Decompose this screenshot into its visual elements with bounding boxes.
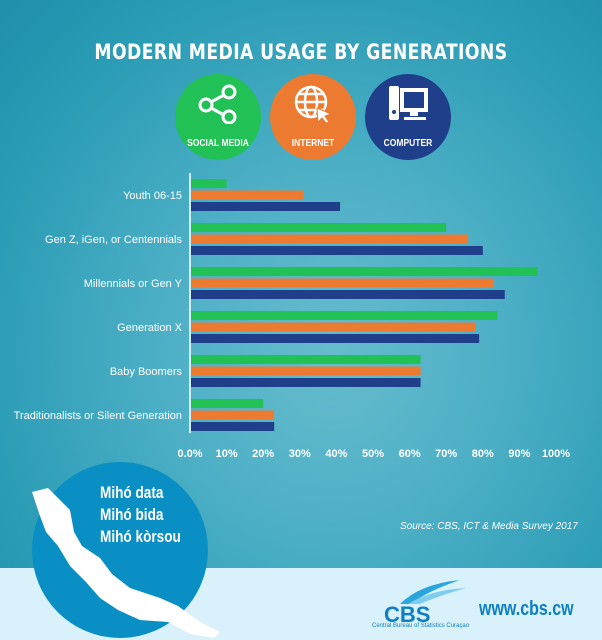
slogan-line: Mihó data — [100, 483, 164, 502]
x-tick-label: 30% — [289, 448, 311, 460]
bar-internet — [191, 190, 304, 200]
bar-social-media — [191, 223, 447, 232]
computer-icon — [389, 86, 428, 120]
bar-social-media — [191, 399, 264, 408]
slogan-line: Mihó bida — [100, 505, 164, 524]
slogan: Mihó data Mihó bida Mihó kòrsou — [100, 482, 181, 548]
legend-label: COMPUTER — [383, 138, 433, 149]
page-title: MODERN MEDIA USAGE BY GENERATIONS — [94, 40, 508, 64]
bar-internet — [191, 234, 469, 244]
bar-internet — [191, 322, 476, 332]
bar-computer — [191, 202, 341, 211]
legend-label: SOCIAL MEDIA — [187, 138, 249, 149]
curacao-island-logo — [32, 462, 220, 638]
bar-social-media — [191, 311, 498, 320]
bar-social-media — [191, 355, 421, 364]
share-icon — [198, 84, 237, 124]
x-tick-label: 40% — [325, 448, 347, 460]
x-tick-label: 50% — [362, 448, 384, 460]
category-label: Youth 06-15 — [123, 190, 182, 202]
globe-cursor-icon — [294, 85, 333, 124]
cbs-logo: CBS — [384, 580, 466, 625]
category-label: Gen Z, iGen, or Centennials — [45, 234, 182, 246]
bar-internet — [191, 278, 494, 288]
bar-social-media — [191, 267, 538, 276]
category-label: Generation X — [117, 322, 182, 334]
bar-internet — [191, 410, 275, 420]
bar-computer — [191, 246, 483, 255]
website-link[interactable]: www.cbs.cw — [479, 598, 574, 620]
bar-computer — [191, 378, 421, 387]
legend-computer: COMPUTER — [365, 74, 451, 160]
category-label: Baby Boomers — [110, 366, 183, 378]
x-tick-label: 80% — [472, 448, 494, 460]
category-label: Millennials or Gen Y — [84, 278, 183, 290]
bar-chart: Youth 06-15 Gen Z, iGen, or Centennials Mi… — [14, 179, 570, 460]
slogan-line: Mihó kòrsou — [100, 527, 181, 546]
bar-computer — [191, 422, 275, 431]
x-tick-label: 0.0% — [177, 448, 202, 460]
x-tick-label: 70% — [435, 448, 457, 460]
x-tick-label: 60% — [399, 448, 421, 460]
legend-social-media: SOCIAL MEDIA — [175, 74, 261, 160]
x-tick-label: 10% — [216, 448, 238, 460]
x-tick-label: 90% — [508, 448, 530, 460]
x-tick-label: 100% — [542, 448, 570, 460]
cbs-logo-text: CBS — [384, 602, 430, 625]
source-note: Source: CBS, ICT & Media Survey 2017 — [400, 521, 578, 532]
category-label: Traditionalists or Silent Generation — [14, 410, 182, 422]
x-tick-label: 20% — [252, 448, 274, 460]
bar-internet — [191, 366, 421, 376]
bar-computer — [191, 290, 505, 299]
bar-social-media — [191, 179, 227, 188]
bar-computer — [191, 334, 480, 343]
legend-label: INTERNET — [291, 138, 335, 149]
legend-internet: INTERNET — [270, 74, 356, 160]
cbs-subtitle: Central Bureau of Statistics Curaçao — [372, 623, 470, 629]
